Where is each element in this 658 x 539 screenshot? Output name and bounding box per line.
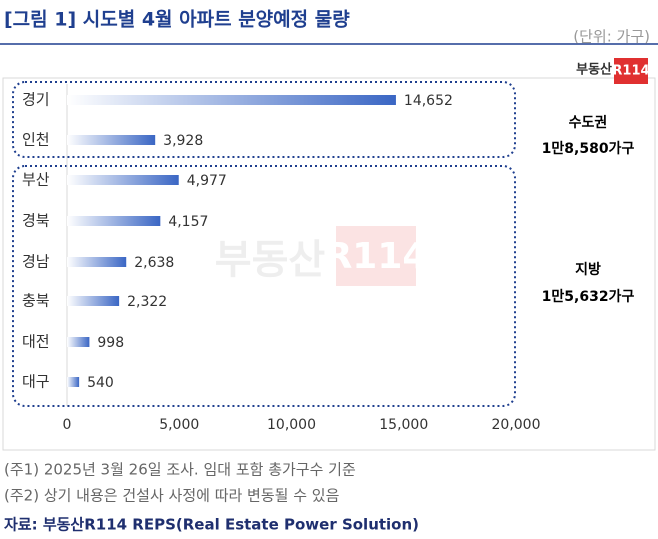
bar [67, 175, 179, 185]
logo-text: 부동산 [576, 62, 612, 78]
bar [67, 257, 127, 267]
bar [67, 296, 120, 306]
logo-badge: R114 [612, 64, 649, 79]
group-box [12, 81, 516, 158]
value-label: 540 [87, 375, 114, 391]
source: 자료: 부동산R114 REPS(Real Estate Power Solut… [4, 516, 419, 534]
watermark-badge: R114 [325, 236, 428, 277]
y-tick-label: 경기 [22, 91, 50, 109]
y-tick-label: 경남 [22, 253, 50, 271]
x-tick-label: 5,000 [159, 417, 199, 433]
x-tick-label: 20,000 [492, 417, 541, 433]
plot-frame [2, 77, 656, 451]
bar [67, 337, 90, 347]
y-tick-label: 충북 [22, 292, 50, 310]
y-tick-label: 대전 [22, 333, 50, 351]
group-label: 지방 [575, 261, 601, 278]
unit-label: (단위: 가구) [573, 28, 650, 46]
y-tick-label: 인천 [22, 131, 50, 149]
chart-title: [그림 1] 시도별 4월 아파트 분양예정 물량 [4, 9, 350, 31]
value-label: 4,157 [168, 214, 208, 230]
bar [67, 377, 80, 387]
y-tick-label: 대구 [22, 373, 50, 391]
x-tick-label: 15,000 [379, 417, 428, 433]
bar [67, 216, 161, 226]
y-tick-label: 경북 [22, 212, 50, 230]
group-box [12, 165, 516, 407]
group-total: 1만5,632가구 [542, 289, 635, 305]
value-label: 3,928 [163, 133, 203, 149]
value-label: 998 [97, 335, 124, 351]
value-label: 4,977 [187, 173, 227, 189]
footnote: (주2) 상기 내용은 건설사 사정에 따라 변동될 수 있음 [4, 487, 339, 505]
watermark-box [336, 226, 416, 286]
bar [67, 95, 396, 105]
x-tick-label: 0 [63, 417, 72, 433]
logo-badge-box [614, 58, 648, 84]
footnote: (주1) 2025년 3월 26일 조사. 임대 포함 총가구수 기준 [4, 461, 356, 479]
group-label: 수도권 [569, 115, 608, 131]
value-label: 2,322 [127, 294, 167, 310]
watermark-text: 부동산 [215, 237, 326, 283]
x-tick-label: 10,000 [267, 417, 316, 433]
group-total: 1만8,580가구 [542, 141, 635, 157]
value-label: 14,652 [404, 93, 453, 109]
bar [67, 135, 156, 145]
value-label: 2,638 [134, 255, 174, 271]
y-tick-label: 부산 [22, 171, 50, 189]
